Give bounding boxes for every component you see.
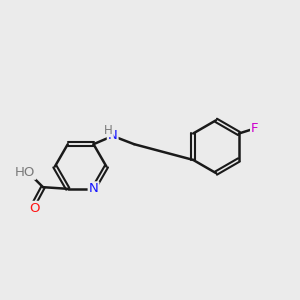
Text: N: N: [108, 129, 118, 142]
Text: H: H: [104, 124, 113, 136]
Text: O: O: [29, 202, 40, 215]
Text: N: N: [89, 182, 98, 195]
Text: HO: HO: [15, 166, 35, 179]
Text: F: F: [251, 122, 259, 135]
